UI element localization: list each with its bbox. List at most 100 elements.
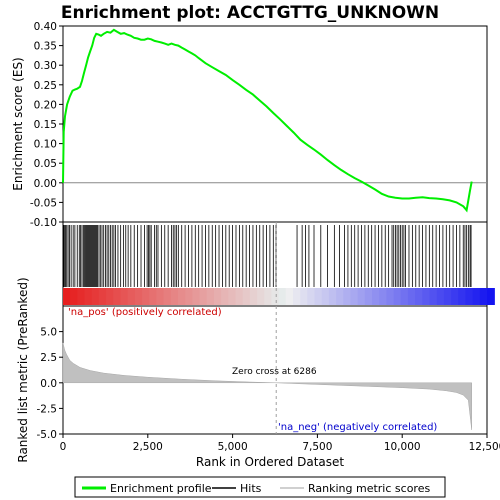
gradient-segment xyxy=(84,288,93,305)
gradient-segment xyxy=(458,288,467,305)
gradient-segment xyxy=(199,288,208,305)
metric-y-axis-label: Ranked list metric (PreRanked) xyxy=(16,277,30,462)
gradient-segment xyxy=(300,288,309,305)
gradient-segment xyxy=(393,288,402,305)
es-panel-frame xyxy=(62,25,488,223)
gradient-segment xyxy=(271,288,280,305)
gradient-segment xyxy=(177,288,186,305)
metric-panel-frame xyxy=(62,305,488,435)
es-y-tick-label: -0.05 xyxy=(30,197,57,209)
es-y-tick-label: 0.40 xyxy=(34,21,57,33)
metric-y-tick-label: 5.0 xyxy=(40,327,57,339)
gradient-segment xyxy=(149,288,158,305)
gradient-segment xyxy=(91,288,100,305)
gradient-segment xyxy=(278,288,287,305)
es-series-line xyxy=(62,28,473,213)
gradient-segment xyxy=(307,288,316,305)
gradient-segment xyxy=(120,288,129,305)
es-y-tick-label: 0.15 xyxy=(34,119,57,131)
es-y-tick-label: 0.05 xyxy=(34,158,57,170)
gradient-segment xyxy=(106,288,114,305)
gradient-segment xyxy=(314,288,323,305)
gradient-segment xyxy=(292,288,301,305)
gradient-segment xyxy=(170,288,179,305)
gradient-segment xyxy=(142,288,150,305)
gradient-segment xyxy=(321,288,330,305)
metric-y-tick-label: 2.5 xyxy=(40,352,57,364)
metric-area-group xyxy=(62,342,472,430)
gradient-segment xyxy=(372,288,380,305)
chart-title: Enrichment plot: ACCTGTTG_UNKNOWN xyxy=(61,3,439,23)
gradient-segment xyxy=(479,288,488,305)
x-tick-label: 12,500 xyxy=(469,441,500,453)
rank-gradient-bar xyxy=(63,288,495,305)
x-ticks: 0 2,500 5,000 7,500 10,000 12,500 xyxy=(60,434,500,453)
es-y-ticks: 0.40 0.35 0.30 0.25 0.20 0.15 0.10 0.05 0.00 -0.0… xyxy=(30,21,63,229)
gradient-segment xyxy=(328,288,337,305)
gradient-segment xyxy=(77,288,86,305)
x-tick-label: 10,000 xyxy=(384,441,421,453)
gradient-segment xyxy=(436,288,445,305)
es-y-axis-label: Enrichment score (ES) xyxy=(11,57,25,190)
gradient-segment xyxy=(127,288,136,305)
legend-label: Ranking metric scores xyxy=(308,482,430,495)
es-y-tick-label: 0.20 xyxy=(34,99,57,111)
es-line-group xyxy=(62,28,473,213)
gradient-segment xyxy=(185,288,194,305)
metric-y-tick-label: -2.5 xyxy=(37,403,58,415)
hits-group xyxy=(63,225,472,287)
gradient-segment xyxy=(443,288,452,305)
gradient-segment xyxy=(206,288,215,305)
gradient-segment xyxy=(285,288,294,305)
gradient-segment xyxy=(192,288,201,305)
gradient-segment xyxy=(386,288,395,305)
gradient-segment xyxy=(113,288,122,305)
gradient-segment xyxy=(343,288,352,305)
legend-label: Enrichment profile xyxy=(110,482,212,495)
es-y-tick-label: 0.25 xyxy=(34,80,57,92)
x-tick-label: 0 xyxy=(60,441,67,453)
gradient-segment xyxy=(415,288,424,305)
legend: Enrichment profile Hits Ranking metric sco… xyxy=(82,482,430,495)
legend-box xyxy=(74,476,446,498)
gradient-segment xyxy=(134,288,143,305)
metric-area xyxy=(62,342,472,430)
gradient-segment xyxy=(336,288,344,305)
x-axis-label: Rank in Ordered Dataset xyxy=(196,455,344,469)
gradient-segment xyxy=(487,288,495,305)
metric-y-tick-label: -5.0 xyxy=(37,429,58,441)
gradient-segment xyxy=(429,288,438,305)
gradient-segment xyxy=(451,288,459,305)
es-y-tick-label: 0.00 xyxy=(34,178,57,190)
gradient-segment xyxy=(249,288,258,305)
gradient-segment xyxy=(422,288,431,305)
gradient-segment xyxy=(98,288,107,305)
gradient-segment xyxy=(221,288,229,305)
gradient-segment xyxy=(242,288,251,305)
metric-y-tick-label: 0.0 xyxy=(40,378,57,390)
gradient-segment xyxy=(257,288,265,305)
gradient-segment xyxy=(264,288,273,305)
es-y-tick-label: 0.10 xyxy=(34,139,57,151)
legend-label: Hits xyxy=(240,482,262,495)
gradient-segment xyxy=(213,288,222,305)
gradient-segment xyxy=(70,288,79,305)
es-y-tick-label: -0.10 xyxy=(30,217,57,229)
x-tick-label: 5,000 xyxy=(218,441,248,453)
neg-correlated-label: 'na_neg' (negatively correlated) xyxy=(278,422,437,433)
gradient-segment xyxy=(465,288,474,305)
zero-cross-label: Zero cross at 6286 xyxy=(232,367,317,377)
gradient-segment xyxy=(235,288,244,305)
gradient-segment xyxy=(379,288,388,305)
es-y-tick-label: 0.35 xyxy=(34,41,57,53)
gradient-segment xyxy=(156,288,165,305)
gradient-segment xyxy=(400,288,409,305)
gradient-segment xyxy=(228,288,237,305)
x-tick-label: 7,500 xyxy=(302,441,332,453)
metric-y-ticks: 5.0 2.5 0.0 -2.5 -5.0 xyxy=(37,327,63,441)
x-tick-label: 2,500 xyxy=(133,441,163,453)
gradient-segment xyxy=(407,288,416,305)
gradient-segment xyxy=(472,288,481,305)
es-y-tick-label: 0.30 xyxy=(34,60,57,72)
